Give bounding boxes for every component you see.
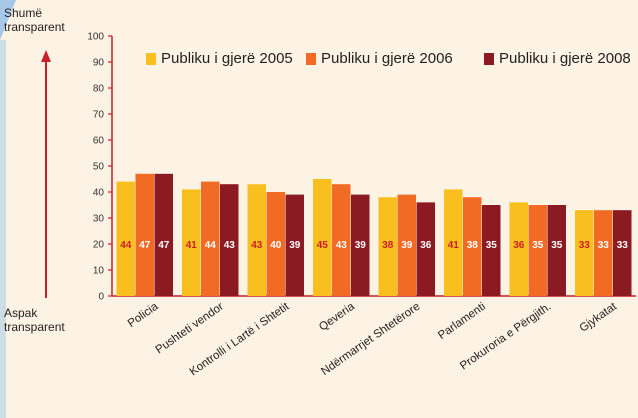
bar-value-label: 35 bbox=[486, 240, 498, 251]
legend-item-2006: Publiku i gjerë 2006 bbox=[306, 50, 453, 67]
bar-2005 bbox=[378, 197, 397, 296]
legend-label-2006: Publiku i gjerë 2006 bbox=[321, 50, 453, 67]
bar-2008 bbox=[154, 173, 173, 296]
bar-value-label: 47 bbox=[139, 240, 151, 251]
legend-item-2008: Publiku i gjerë 2008 bbox=[484, 50, 631, 67]
x-category-label: Gjykatat bbox=[578, 300, 620, 334]
bar-value-label: 40 bbox=[270, 240, 282, 251]
bar-2008 bbox=[613, 210, 632, 296]
bar-2006 bbox=[135, 173, 154, 296]
bar-2005 bbox=[444, 189, 463, 296]
bar-2006 bbox=[528, 205, 547, 296]
top-axis-note-line2: transparent bbox=[4, 20, 65, 34]
x-category-label: Qeveria bbox=[317, 300, 357, 333]
legend-label-2005: Publiku i gjerë 2005 bbox=[161, 50, 293, 67]
bar-value-label: 41 bbox=[186, 240, 198, 251]
y-tick-label: 50 bbox=[93, 162, 105, 173]
y-tick-label: 100 bbox=[87, 32, 104, 43]
bar-2006 bbox=[332, 184, 351, 296]
top-axis-note: Shumë transparent bbox=[4, 6, 65, 34]
bar-2005 bbox=[116, 181, 135, 296]
bar-2008 bbox=[220, 184, 239, 296]
bar-2006 bbox=[201, 181, 220, 296]
left-edge-decoration bbox=[0, 40, 6, 418]
bottom-axis-note-line2: transparent bbox=[4, 320, 65, 334]
legend-item-2005: Publiku i gjerë 2005 bbox=[146, 50, 293, 67]
y-tick-label: 10 bbox=[93, 266, 105, 277]
bar-2005 bbox=[575, 210, 594, 296]
bar-2006 bbox=[463, 197, 482, 296]
bar-2008 bbox=[416, 202, 435, 296]
legend-swatch-2008 bbox=[484, 52, 494, 65]
bar-2008 bbox=[482, 205, 501, 296]
top-axis-note-line1: Shumë bbox=[4, 6, 43, 20]
bar-value-label: 43 bbox=[336, 240, 348, 251]
bar-value-label: 35 bbox=[532, 240, 544, 251]
bar-value-label: 33 bbox=[617, 240, 629, 251]
bar-2005 bbox=[182, 189, 201, 296]
bar-value-label: 38 bbox=[382, 240, 394, 251]
bar-2005 bbox=[509, 202, 528, 296]
bar-value-label: 39 bbox=[289, 240, 301, 251]
y-tick-label: 70 bbox=[93, 110, 105, 121]
bar-2008 bbox=[547, 205, 566, 296]
bar-value-label: 41 bbox=[448, 240, 460, 251]
legend-swatch-2005 bbox=[146, 52, 156, 65]
y-tick-label: 40 bbox=[93, 188, 105, 199]
bar-value-label: 36 bbox=[513, 240, 525, 251]
bar-value-label: 43 bbox=[224, 240, 236, 251]
bar-value-label: 36 bbox=[420, 240, 432, 251]
bar-2008 bbox=[351, 194, 370, 296]
bar-value-label: 35 bbox=[551, 240, 563, 251]
y-tick-label: 0 bbox=[98, 292, 104, 303]
bar-value-label: 38 bbox=[467, 240, 479, 251]
bar-value-label: 44 bbox=[205, 240, 217, 251]
bar-value-label: 45 bbox=[317, 240, 329, 251]
transparency-arrow-head bbox=[41, 50, 51, 62]
legend-swatch-2006 bbox=[306, 52, 316, 65]
bar-2006 bbox=[266, 192, 285, 296]
bar-2006 bbox=[594, 210, 613, 296]
legend-label-2008: Publiku i gjerë 2008 bbox=[499, 50, 631, 67]
x-category-label: Pushteti vendor bbox=[154, 301, 226, 357]
x-category-label: Parlamenti bbox=[436, 301, 488, 342]
y-tick-label: 90 bbox=[93, 58, 105, 69]
bottom-axis-note: Aspak transparent bbox=[4, 306, 65, 334]
bottom-axis-note-line1: Aspak bbox=[4, 306, 38, 320]
bar-2005 bbox=[313, 179, 332, 296]
bar-2006 bbox=[397, 194, 416, 296]
y-tick-label: 60 bbox=[93, 136, 105, 147]
bar-value-label: 33 bbox=[579, 240, 591, 251]
bar-value-label: 44 bbox=[120, 240, 132, 251]
y-tick-label: 30 bbox=[93, 214, 105, 225]
y-tick-label: 20 bbox=[93, 240, 105, 251]
bar-value-label: 39 bbox=[355, 240, 367, 251]
x-category-label: Policia bbox=[126, 300, 161, 330]
bar-2008 bbox=[285, 194, 304, 296]
bar-value-label: 33 bbox=[598, 240, 610, 251]
bar-value-label: 43 bbox=[251, 240, 263, 251]
bar-2005 bbox=[247, 184, 266, 296]
corner-decoration bbox=[0, 0, 16, 40]
bar-value-label: 39 bbox=[401, 240, 413, 251]
y-tick-label: 80 bbox=[93, 84, 105, 95]
bar-value-label: 47 bbox=[158, 240, 170, 251]
